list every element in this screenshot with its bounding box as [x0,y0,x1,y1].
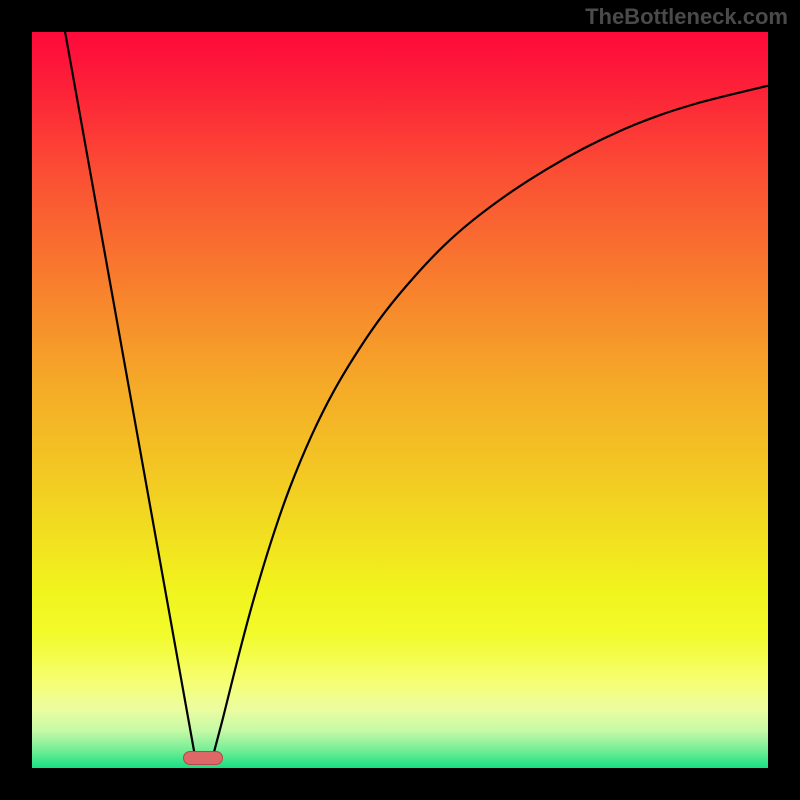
plot-area [32,32,768,768]
left-descent-line [65,32,195,758]
right-ascent-curve [212,86,768,759]
chart-container: TheBottleneck.com [0,0,800,800]
watermark-text: TheBottleneck.com [585,4,788,30]
curve-layer [32,32,768,768]
optimum-marker [183,751,223,765]
